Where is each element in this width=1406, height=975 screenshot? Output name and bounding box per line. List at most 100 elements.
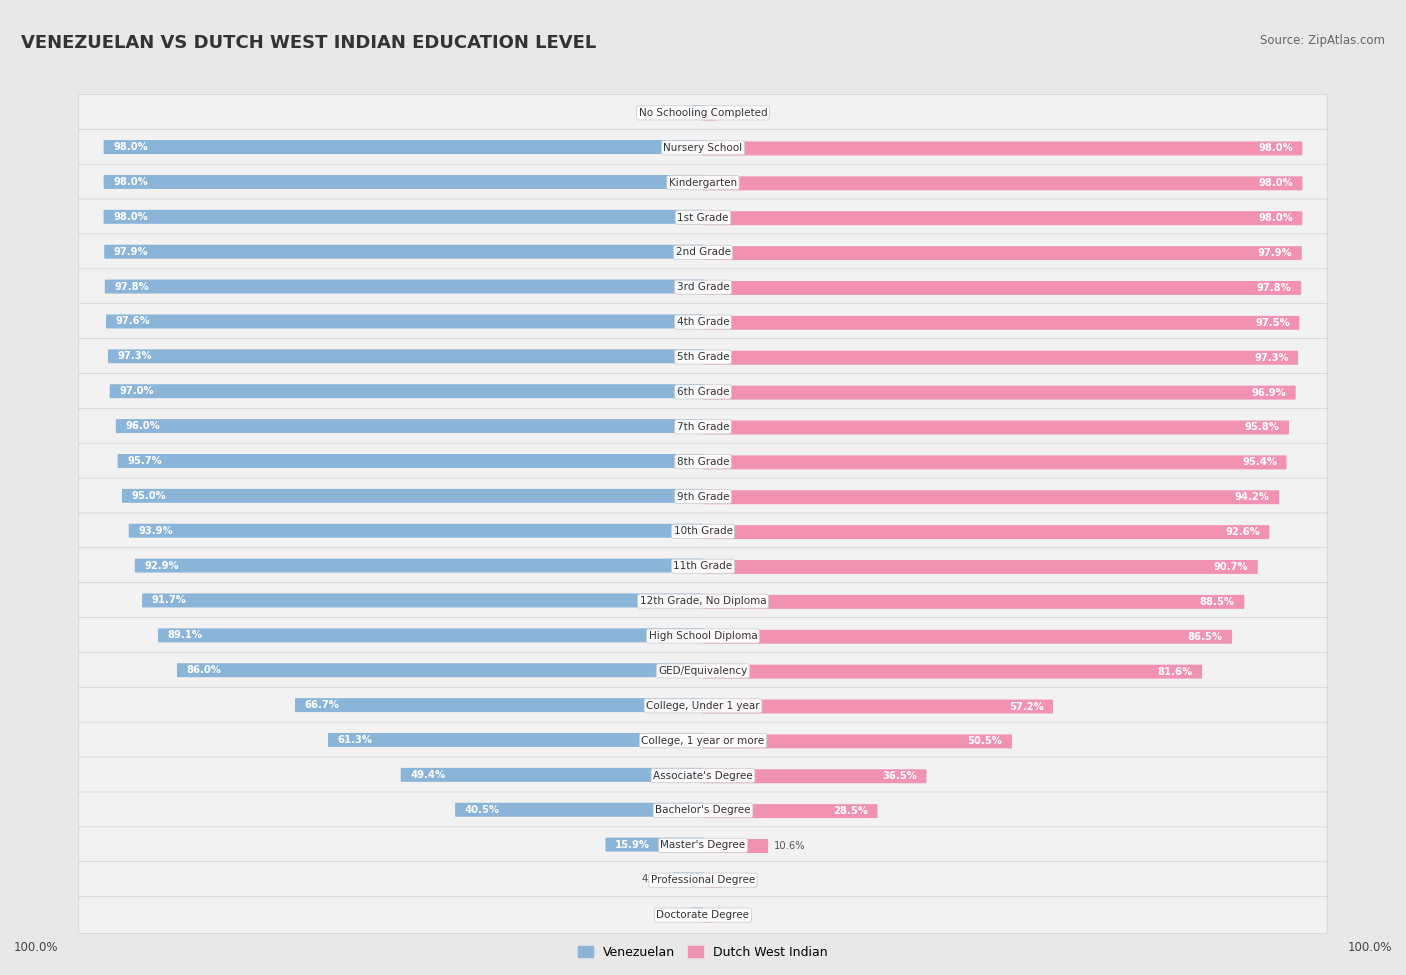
FancyBboxPatch shape <box>104 210 703 224</box>
Text: 97.0%: 97.0% <box>120 386 153 396</box>
Text: 95.8%: 95.8% <box>1244 422 1279 433</box>
FancyBboxPatch shape <box>703 560 1258 574</box>
FancyBboxPatch shape <box>79 757 1327 794</box>
FancyBboxPatch shape <box>401 768 703 782</box>
Text: 97.8%: 97.8% <box>1257 283 1292 292</box>
FancyBboxPatch shape <box>79 687 1327 724</box>
Text: 1st Grade: 1st Grade <box>678 213 728 222</box>
Text: No Schooling Completed: No Schooling Completed <box>638 108 768 118</box>
Text: 88.5%: 88.5% <box>1199 597 1234 606</box>
Text: 98.0%: 98.0% <box>112 212 148 222</box>
FancyBboxPatch shape <box>79 548 1327 585</box>
Text: Source: ZipAtlas.com: Source: ZipAtlas.com <box>1260 34 1385 47</box>
FancyBboxPatch shape <box>703 874 723 888</box>
FancyBboxPatch shape <box>703 455 1286 469</box>
Text: 12th Grade, No Diploma: 12th Grade, No Diploma <box>640 596 766 606</box>
Text: 10.6%: 10.6% <box>773 841 806 851</box>
Text: 28.5%: 28.5% <box>834 806 868 816</box>
Text: Doctorate Degree: Doctorate Degree <box>657 910 749 920</box>
FancyBboxPatch shape <box>79 269 1327 306</box>
FancyBboxPatch shape <box>79 164 1327 201</box>
FancyBboxPatch shape <box>703 386 1296 400</box>
FancyBboxPatch shape <box>703 734 1012 749</box>
Text: Professional Degree: Professional Degree <box>651 876 755 885</box>
Text: 90.7%: 90.7% <box>1213 562 1249 572</box>
Text: Bachelor's Degree: Bachelor's Degree <box>655 805 751 815</box>
Text: 97.3%: 97.3% <box>117 351 152 362</box>
Text: 92.9%: 92.9% <box>145 561 179 570</box>
Text: 93.9%: 93.9% <box>138 526 173 535</box>
Text: 92.6%: 92.6% <box>1225 527 1260 537</box>
Text: 10th Grade: 10th Grade <box>673 526 733 536</box>
FancyBboxPatch shape <box>703 526 1270 539</box>
FancyBboxPatch shape <box>703 176 1302 190</box>
Text: High School Diploma: High School Diploma <box>648 631 758 641</box>
Text: 8th Grade: 8th Grade <box>676 456 730 467</box>
FancyBboxPatch shape <box>79 617 1327 654</box>
Text: 2nd Grade: 2nd Grade <box>675 248 731 257</box>
FancyBboxPatch shape <box>79 95 1327 132</box>
FancyBboxPatch shape <box>129 524 703 537</box>
Text: 57.2%: 57.2% <box>1008 701 1043 712</box>
Text: 91.7%: 91.7% <box>152 596 187 605</box>
Text: 40.5%: 40.5% <box>464 804 499 815</box>
FancyBboxPatch shape <box>142 594 703 607</box>
FancyBboxPatch shape <box>79 652 1327 689</box>
FancyBboxPatch shape <box>115 419 703 433</box>
FancyBboxPatch shape <box>295 698 703 712</box>
Text: 11th Grade: 11th Grade <box>673 562 733 571</box>
Text: College, 1 year or more: College, 1 year or more <box>641 736 765 746</box>
FancyBboxPatch shape <box>177 663 703 678</box>
FancyBboxPatch shape <box>692 908 703 921</box>
FancyBboxPatch shape <box>703 351 1298 365</box>
Text: 81.6%: 81.6% <box>1157 667 1192 677</box>
FancyBboxPatch shape <box>703 665 1202 679</box>
FancyBboxPatch shape <box>703 106 716 121</box>
FancyBboxPatch shape <box>108 349 703 364</box>
Text: 1.7%: 1.7% <box>661 910 686 919</box>
FancyBboxPatch shape <box>79 478 1327 515</box>
Text: 94.2%: 94.2% <box>1234 492 1270 502</box>
Text: VENEZUELAN VS DUTCH WEST INDIAN EDUCATION LEVEL: VENEZUELAN VS DUTCH WEST INDIAN EDUCATIO… <box>21 34 596 52</box>
FancyBboxPatch shape <box>79 513 1327 550</box>
FancyBboxPatch shape <box>79 444 1327 480</box>
Text: 50.5%: 50.5% <box>967 736 1002 747</box>
Text: 1.3%: 1.3% <box>717 911 742 920</box>
FancyBboxPatch shape <box>135 559 703 572</box>
Text: Nursery School: Nursery School <box>664 142 742 153</box>
FancyBboxPatch shape <box>79 130 1327 167</box>
Text: 5th Grade: 5th Grade <box>676 352 730 362</box>
FancyBboxPatch shape <box>703 420 1289 435</box>
FancyBboxPatch shape <box>703 281 1301 295</box>
FancyBboxPatch shape <box>703 630 1232 644</box>
Text: 98.0%: 98.0% <box>1258 214 1294 223</box>
FancyBboxPatch shape <box>703 699 1053 714</box>
Text: Master's Degree: Master's Degree <box>661 840 745 850</box>
FancyBboxPatch shape <box>157 628 703 643</box>
FancyBboxPatch shape <box>328 733 703 747</box>
FancyBboxPatch shape <box>105 315 703 329</box>
FancyBboxPatch shape <box>79 409 1327 446</box>
Text: 95.7%: 95.7% <box>127 456 162 466</box>
Text: 61.3%: 61.3% <box>337 735 373 745</box>
Text: 15.9%: 15.9% <box>614 839 650 849</box>
Text: 7th Grade: 7th Grade <box>676 422 730 432</box>
Text: 36.5%: 36.5% <box>882 771 917 781</box>
Legend: Venezuelan, Dutch West Indian: Venezuelan, Dutch West Indian <box>574 941 832 964</box>
Text: 97.9%: 97.9% <box>114 247 148 256</box>
FancyBboxPatch shape <box>703 212 1302 225</box>
FancyBboxPatch shape <box>79 583 1327 620</box>
FancyBboxPatch shape <box>456 802 703 817</box>
Text: College, Under 1 year: College, Under 1 year <box>647 701 759 711</box>
FancyBboxPatch shape <box>672 873 703 886</box>
FancyBboxPatch shape <box>703 246 1302 260</box>
FancyBboxPatch shape <box>104 140 703 154</box>
Text: 4.9%: 4.9% <box>641 875 666 884</box>
FancyBboxPatch shape <box>79 199 1327 236</box>
FancyBboxPatch shape <box>606 838 703 851</box>
FancyBboxPatch shape <box>703 804 877 818</box>
FancyBboxPatch shape <box>79 862 1327 899</box>
Text: 66.7%: 66.7% <box>305 700 339 710</box>
Text: Kindergarten: Kindergarten <box>669 177 737 187</box>
FancyBboxPatch shape <box>703 839 768 853</box>
